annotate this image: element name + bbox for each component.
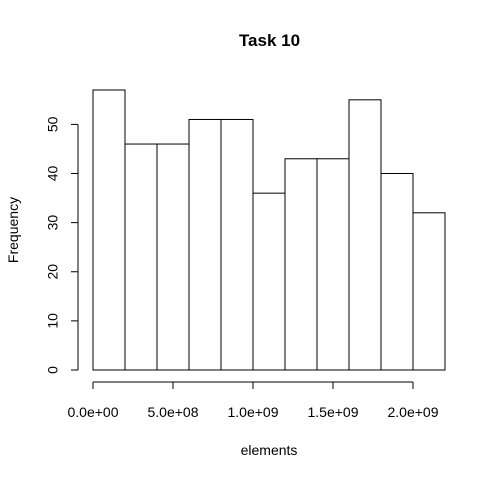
x-tick-label-1: 0.0e+00 xyxy=(68,404,119,420)
histogram-bar-3 xyxy=(156,143,190,371)
y-axis-label: Frequency xyxy=(5,197,21,263)
histogram-bar-8 xyxy=(316,158,350,371)
x-axis: 0.0e+00 5.0e+08 1.0e+09 1.5e+09 2.0e+09 xyxy=(68,381,439,420)
y-tick-label-1: 0 xyxy=(45,366,61,374)
chart-title: Task 10 xyxy=(239,31,300,50)
histogram-bar-10 xyxy=(380,173,414,371)
histogram-bar-1 xyxy=(92,89,126,371)
histogram-bar-7 xyxy=(284,158,318,371)
y-tick-label-5: 40 xyxy=(45,166,61,182)
histogram-bar-2 xyxy=(124,143,158,371)
x-tick-label-4: 1.5e+09 xyxy=(308,404,359,420)
histogram-bars xyxy=(92,89,446,371)
y-tick-label-3: 20 xyxy=(45,264,61,280)
histogram-bar-5 xyxy=(220,118,254,371)
x-tick-label-3: 1.0e+09 xyxy=(228,404,279,420)
y-tick-label-4: 30 xyxy=(45,215,61,231)
y-tick-label-6: 50 xyxy=(45,116,61,132)
y-tick-label-2: 10 xyxy=(45,313,61,329)
x-tick-label-2: 5.0e+08 xyxy=(148,404,199,420)
x-axis-label: elements xyxy=(241,442,298,458)
histogram-bar-4 xyxy=(188,118,222,371)
y-axis: 0 10 20 30 40 50 xyxy=(45,116,79,374)
histogram-bar-11 xyxy=(412,212,446,371)
histogram-bar-6 xyxy=(252,192,286,371)
x-tick-label-5: 2.0e+09 xyxy=(388,404,439,420)
histogram-bar-9 xyxy=(348,99,382,371)
